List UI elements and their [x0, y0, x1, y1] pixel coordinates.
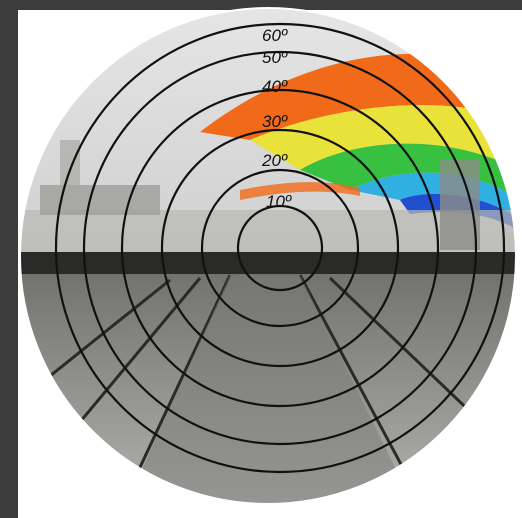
label-50: 50º: [262, 48, 288, 67]
band-blue: [400, 194, 516, 232]
disc-edge: [19, 7, 517, 505]
band-orange-lower: [240, 182, 360, 200]
band-yellow: [250, 105, 516, 170]
road-surface: [120, 275, 420, 504]
label-40: 40º: [262, 77, 288, 96]
label-10: 10º: [266, 192, 292, 211]
label-20: 20º: [261, 151, 288, 170]
label-30: 30º: [262, 112, 288, 131]
ring-40: [120, 88, 440, 408]
ring-30: [160, 128, 400, 368]
ring-50: [82, 50, 478, 446]
ring-60: [54, 22, 506, 474]
ring-10: [236, 204, 324, 292]
ring-labels: 10º 20º 30º 40º 50º 60º: [261, 26, 292, 211]
elevation-rings: [54, 22, 506, 474]
label-60: 60º: [262, 26, 288, 45]
horizon-structures: [20, 140, 516, 274]
ring-20: [200, 168, 360, 328]
